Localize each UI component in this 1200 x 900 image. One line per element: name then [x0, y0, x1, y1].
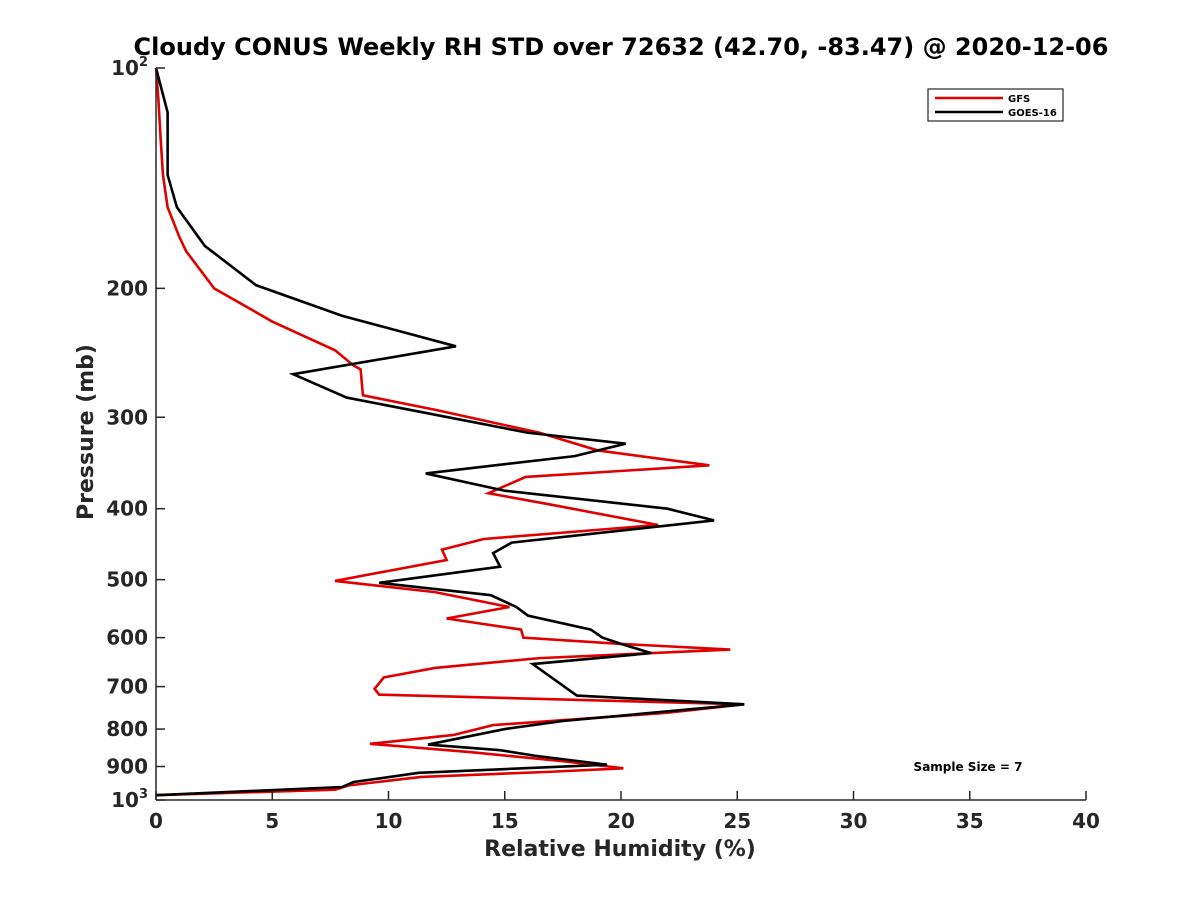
- x-tick-label: 0: [149, 809, 163, 833]
- y-tick-label: 700: [106, 675, 148, 699]
- x-tick-label: 25: [723, 809, 751, 833]
- legend-label-goes-16: GOES-16: [1008, 108, 1057, 119]
- series-line-gfs: [154, 67, 745, 797]
- x-axis-label: Relative Humidity (%): [484, 837, 756, 862]
- y-tick-label: 800: [106, 717, 148, 741]
- x-tick-label: 30: [840, 809, 868, 833]
- legend-label-gfs: GFS: [1008, 94, 1030, 105]
- series-layer: [154, 67, 745, 797]
- y-tick-label: 200: [106, 276, 148, 300]
- y-tick-label: 103: [111, 787, 148, 812]
- y-axis-label: Pressure (mb): [74, 344, 99, 520]
- y-tick-label: 400: [106, 497, 148, 521]
- y-tick-label: 600: [106, 626, 148, 650]
- x-tick-label: 40: [1072, 809, 1100, 833]
- legend: GFS GOES-16: [927, 88, 1064, 122]
- sample-size-annotation: Sample Size = 7: [914, 760, 1023, 774]
- x-tick-label: 10: [375, 809, 403, 833]
- y-tick-label: 500: [106, 568, 148, 592]
- x-tick-label: 15: [491, 809, 519, 833]
- series-line-goes-16: [154, 67, 745, 797]
- y-tick-label: 900: [106, 755, 148, 779]
- axes-layer: 0 5 10 15 20 25 30 35 40 102 200 300 400 500 600 700 800…: [106, 55, 1100, 833]
- x-tick-label: 5: [265, 809, 279, 833]
- y-tick-label: 102: [111, 55, 148, 80]
- x-tick-label: 20: [607, 809, 635, 833]
- chart-title: Cloudy CONUS Weekly RH STD over 72632 (4…: [134, 33, 1109, 61]
- legend-box: [927, 88, 1064, 122]
- y-tick-label: 300: [106, 405, 148, 429]
- x-tick-label: 35: [956, 809, 984, 833]
